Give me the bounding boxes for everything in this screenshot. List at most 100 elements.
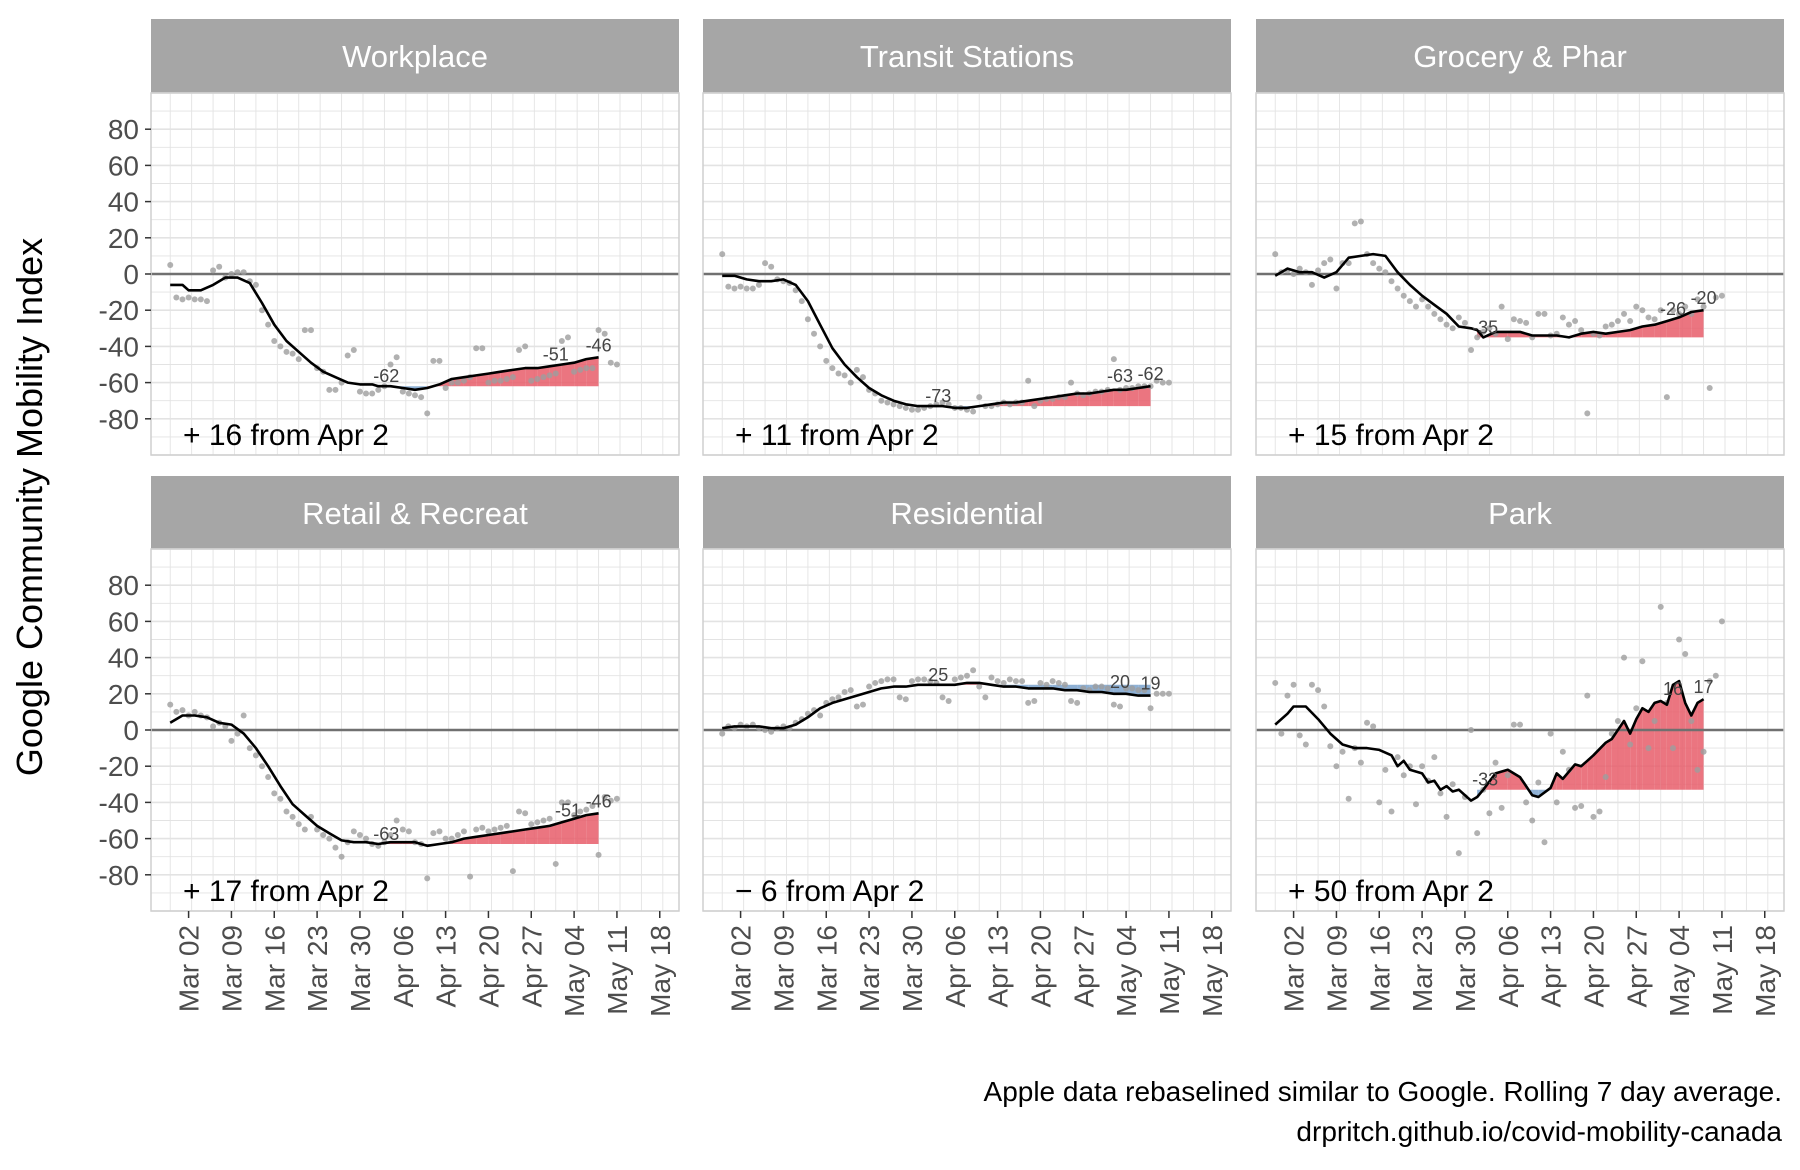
raw-point (1504, 772, 1511, 779)
panel-strip (703, 476, 1231, 550)
raw-point (516, 808, 523, 815)
y-tick-label: 20 (108, 223, 139, 254)
raw-point (399, 388, 406, 395)
y-tick-label: -40 (99, 787, 139, 818)
raw-point (1639, 307, 1646, 314)
raw-point (817, 712, 824, 719)
raw-point (167, 701, 174, 708)
raw-point (375, 386, 382, 393)
raw-point (1633, 303, 1640, 310)
raw-point (1159, 690, 1166, 697)
raw-point (847, 687, 854, 694)
change-area-segment (500, 831, 513, 845)
raw-point (1535, 310, 1542, 317)
raw-point (418, 394, 425, 401)
raw-point (1468, 347, 1475, 354)
change-area-segment (1648, 702, 1655, 790)
raw-point (970, 408, 977, 415)
change-area-segment (1654, 701, 1661, 790)
x-tick-label: Mar 23 (302, 925, 333, 1012)
smoothed-line (170, 276, 599, 392)
raw-point (872, 679, 879, 686)
raw-point (1517, 721, 1523, 728)
end-value-label: 20 (1110, 672, 1130, 692)
panel-2: Grocery & Phar -35 -26-20 + 15 from Apr 2 (1255, 19, 1785, 456)
raw-point (1572, 804, 1579, 811)
raw-point (1068, 379, 1075, 386)
raw-point (902, 404, 909, 411)
x-tick-label: Mar 09 (768, 925, 799, 1012)
raw-point (823, 357, 830, 364)
raw-point (1669, 745, 1676, 752)
change-area-segment (1642, 708, 1649, 790)
raw-point (939, 399, 946, 406)
raw-point (1486, 325, 1493, 332)
raw-point (1339, 748, 1346, 755)
raw-point (1657, 307, 1664, 314)
change-area-segment (1666, 317, 1680, 338)
raw-point (1535, 779, 1542, 786)
x-tick-label: Mar 30 (897, 925, 928, 1012)
raw-point (1315, 267, 1322, 274)
raw-point (356, 831, 363, 838)
raw-point (583, 806, 590, 813)
raw-point (197, 296, 204, 303)
raw-point (509, 868, 516, 875)
raw-point (755, 281, 762, 288)
change-area-segment (1064, 393, 1078, 407)
change-area-segment (1593, 742, 1606, 790)
raw-point (430, 830, 437, 837)
raw-point (1578, 327, 1585, 334)
raw-point (1584, 692, 1591, 699)
change-area-segment (1526, 786, 1533, 796)
raw-point (503, 822, 510, 829)
smoothed-line (169, 714, 599, 848)
x-tick-label: Apr 27 (516, 925, 547, 1008)
raw-point (915, 676, 922, 683)
end-value-label: -51 (555, 800, 581, 820)
raw-point (473, 826, 480, 833)
raw-point (191, 296, 198, 303)
raw-point (1400, 292, 1407, 299)
raw-point (1061, 681, 1068, 688)
raw-point (363, 390, 370, 397)
raw-point (564, 334, 571, 341)
raw-point (878, 397, 885, 404)
y-tick-label: 80 (108, 570, 139, 601)
change-area-segment (525, 368, 538, 387)
change-area-segment (1089, 391, 1102, 407)
x-tick-label: May 18 (645, 925, 676, 1017)
raw-point (762, 260, 769, 267)
raw-point (1651, 717, 1658, 724)
change-area-segment (525, 827, 538, 845)
change-area-segment (1605, 739, 1612, 790)
change-area-segment (1660, 701, 1667, 790)
raw-point (448, 379, 455, 386)
raw-point (326, 835, 333, 842)
raw-point (485, 828, 492, 835)
raw-point (1165, 379, 1172, 386)
raw-point (1627, 741, 1634, 748)
raw-point (332, 386, 339, 393)
change-area-segment (512, 829, 526, 845)
raw-point (1590, 813, 1597, 820)
raw-point (976, 394, 983, 401)
raw-point (1627, 318, 1634, 325)
change-area-segment (561, 818, 575, 845)
x-tick-label: Mar 16 (1364, 925, 1395, 1012)
change-area-segment (586, 813, 599, 845)
raw-point (884, 399, 891, 406)
raw-point (1272, 251, 1279, 258)
change-area-segment (476, 373, 489, 387)
change-area-segment (1507, 331, 1520, 338)
raw-point (252, 281, 259, 288)
raw-point (1031, 698, 1038, 705)
change-label: + 11 from Apr 2 (735, 419, 939, 452)
end-value-label: -46 (586, 791, 612, 811)
y-axis-title: Google Community Mobility Index (9, 238, 50, 776)
raw-point (768, 728, 775, 735)
change-area-segment (586, 357, 599, 387)
raw-point (558, 799, 565, 806)
raw-point (811, 330, 818, 337)
raw-point (240, 712, 247, 719)
